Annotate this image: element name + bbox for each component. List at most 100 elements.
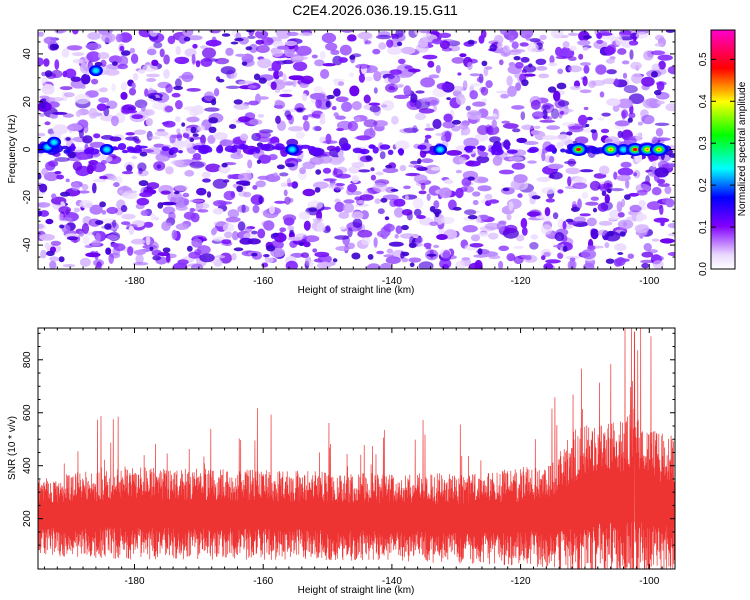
heatmap-blob (394, 233, 399, 239)
heatmap-blob (273, 172, 278, 177)
heatmap-blob (145, 118, 153, 126)
heatmap-blob (508, 156, 524, 161)
y-tick-label: 40 (22, 48, 33, 60)
heatmap-blob (467, 39, 475, 45)
heatmap-blob (401, 209, 413, 216)
heatmap-blob (206, 191, 212, 198)
heatmap-blob (219, 139, 234, 147)
heatmap-blob (443, 179, 454, 184)
heatmap-blob (191, 238, 203, 248)
heatmap-blob (385, 164, 393, 169)
heatmap-blob (308, 207, 318, 212)
hotspot-mark (651, 144, 666, 155)
heatmap-blob (199, 253, 215, 263)
heatmap-blob (112, 61, 118, 66)
heatmap-blob (529, 242, 539, 250)
snr-frame (37, 327, 676, 570)
heatmap-blob (457, 72, 462, 76)
heatmap-blob (182, 132, 190, 139)
heatmap-blob (502, 45, 511, 53)
heatmap-blob (549, 55, 555, 65)
heatmap-blob (393, 84, 404, 88)
heatmap-blob (276, 30, 291, 39)
heatmap-blob (376, 34, 392, 40)
heatmap-blob (654, 42, 664, 47)
heatmap-blob (247, 85, 257, 89)
heatmap-blob (373, 71, 382, 82)
heatmap-blob (50, 240, 62, 246)
heatmap-blob (343, 199, 355, 204)
heatmap-blob (582, 76, 588, 87)
heatmap-blob (516, 137, 528, 144)
heatmap-blob (667, 251, 675, 257)
heatmap-blob (104, 69, 120, 76)
heatmap-blob (153, 41, 163, 49)
heatmap-blob (556, 141, 564, 149)
heatmap-blob (638, 200, 646, 208)
heatmap-blob (183, 198, 190, 206)
heatmap-blob (101, 32, 116, 43)
heatmap-blob (132, 135, 140, 143)
heatmap-blob (325, 42, 338, 51)
heatmap-blob (606, 188, 612, 194)
heatmap-blob (283, 217, 295, 226)
heatmap-blob (417, 158, 422, 165)
heatmap-blob (96, 261, 102, 269)
heatmap-blob (470, 234, 481, 242)
heatmap-blob (314, 187, 321, 193)
heatmap-blob (546, 125, 561, 130)
heatmap-blob (395, 30, 404, 38)
signal-band-blob (250, 148, 257, 152)
heatmap-blob (238, 80, 254, 85)
heatmap-blob (315, 98, 322, 109)
heatmap-blob (274, 200, 286, 204)
heatmap-blob (257, 114, 265, 118)
heatmap-blob (121, 221, 131, 226)
heatmap-blob (543, 251, 551, 257)
heatmap-blob (248, 119, 263, 125)
heatmap-blob (654, 167, 669, 178)
heatmap-blob (414, 30, 420, 36)
heatmap-blob (121, 171, 134, 175)
heatmap-blob (136, 197, 150, 206)
heatmap-blob (285, 163, 295, 168)
heatmap-blob (634, 224, 650, 234)
heatmap-blob (427, 60, 435, 68)
heatmap-blob (212, 208, 224, 215)
heatmap-blob (540, 213, 552, 222)
heatmap-blob (542, 109, 548, 120)
heatmap-blob (303, 241, 311, 248)
heatmap-blob (368, 102, 381, 106)
heatmap-blob (265, 257, 274, 263)
heatmap-blob (408, 257, 422, 263)
heatmap-blob (513, 245, 524, 249)
heatmap-blob (66, 236, 79, 241)
heatmap-blob (421, 158, 434, 164)
heatmap-blob (651, 238, 660, 242)
heatmap-blob (98, 97, 110, 103)
heatmap-blob (355, 135, 372, 141)
heatmap-blob (261, 262, 269, 268)
heatmap-blob (521, 79, 529, 87)
heatmap-blob (296, 107, 304, 112)
heatmap-blob (258, 77, 267, 84)
heatmap-blob (183, 211, 196, 220)
y-tick-label: 400 (22, 457, 33, 474)
heatmap-blob (339, 44, 352, 56)
heatmap-blob (61, 48, 70, 58)
heatmap-blob (316, 209, 323, 221)
heatmap-blob (279, 93, 293, 98)
heatmap-blob (160, 201, 177, 206)
heatmap-blob (355, 63, 370, 69)
heatmap-blob (617, 219, 634, 230)
heatmap-blob (617, 252, 624, 255)
heatmap-blob (577, 198, 582, 210)
heatmap-blob (165, 222, 172, 227)
heatmap-blob (640, 259, 655, 264)
colorbar-tick-label: 0.1 (698, 220, 709, 234)
heatmap-blob (653, 217, 670, 223)
heatmap-blob (118, 32, 133, 43)
heatmap-blob (189, 199, 204, 203)
heatmap-blob (364, 40, 372, 45)
